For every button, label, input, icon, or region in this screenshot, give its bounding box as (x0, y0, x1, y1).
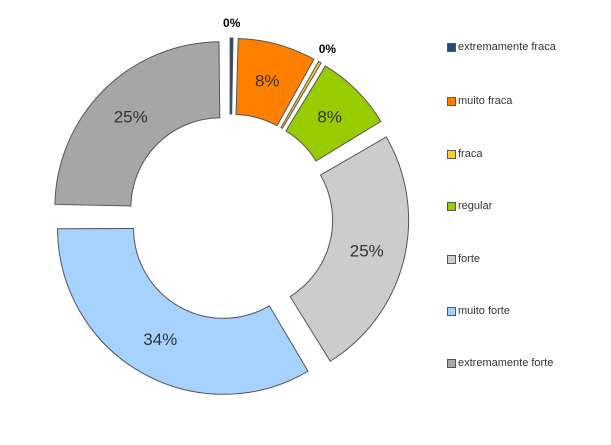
chart-slice-labels: 0% 8% 0% 8% 25% 34% 25% (114, 16, 384, 349)
legend-swatch-fraca (447, 149, 456, 159)
chart-slices (54, 37, 410, 395)
slice-regular[interactable] (285, 65, 382, 162)
legend-item-regular[interactable]: regular (447, 199, 492, 213)
slice-forte[interactable] (289, 136, 410, 362)
slice-label-extremamente-fraca: 0% (223, 16, 241, 30)
legend-label-regular: regular (458, 200, 493, 212)
legend-swatch-extremamente-forte (447, 358, 456, 368)
slice-label-extremamente-forte: 25% (114, 107, 148, 126)
legend-label-muito-forte: muito forte (458, 305, 510, 317)
legend-swatch-forte (447, 254, 456, 264)
legend-label-extremamente-forte: extremamente forte (458, 357, 554, 369)
slice-label-regular: 8% (317, 108, 342, 127)
legend-label-extremamente-fraca: extremamente fraca (458, 41, 556, 53)
slice-label-fraca: 0% (319, 42, 337, 56)
legend-label-muito-fraca: muito fraca (458, 95, 513, 107)
legend-item-extremamente-fraca[interactable]: extremamente fraca (447, 40, 556, 54)
legend-item-muito-forte[interactable]: muito forte (447, 304, 510, 318)
slice-muito-fraca[interactable] (235, 38, 315, 127)
slice-label-muito-fraca: 8% (255, 72, 280, 91)
slice-extremamente-forte[interactable] (54, 41, 221, 207)
legend-item-forte[interactable]: forte (447, 252, 480, 266)
legend-item-extremamente-forte[interactable]: extremamente forte (447, 356, 553, 370)
slice-label-muito-forte: 34% (143, 330, 177, 349)
legend-swatch-muito-forte (447, 306, 456, 316)
legend-swatch-extremamente-fraca (447, 42, 456, 52)
legend-swatch-regular (447, 201, 456, 211)
slice-extremamente-fraca[interactable] (229, 37, 234, 115)
slice-label-forte: 25% (350, 242, 384, 261)
legend-swatch-muito-fraca (447, 96, 456, 106)
legend-label-forte: forte (458, 253, 481, 265)
legend-item-fraca[interactable]: fraca (447, 147, 482, 161)
slice-fraca[interactable] (280, 60, 322, 130)
legend-label-fraca: fraca (458, 148, 483, 160)
legend-item-muito-fraca[interactable]: muito fraca (447, 94, 512, 108)
slice-muito-forte[interactable] (57, 228, 309, 395)
